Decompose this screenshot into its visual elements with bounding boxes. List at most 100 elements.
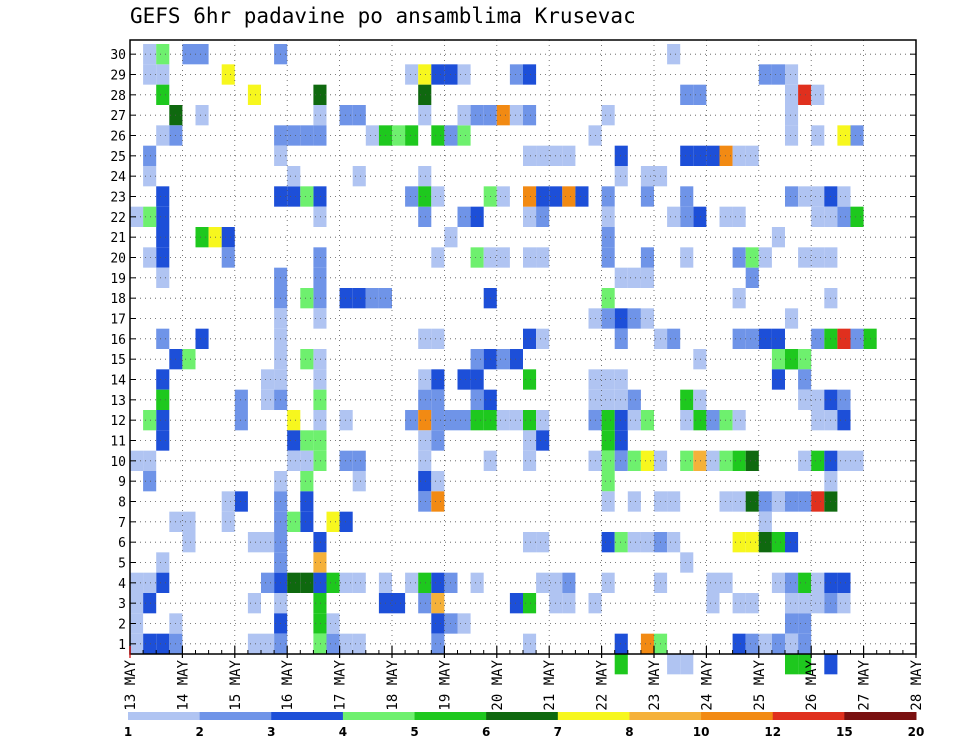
heatmap-cell xyxy=(523,410,537,431)
heatmap-cell xyxy=(509,410,523,431)
heatmap-cell xyxy=(431,572,445,593)
heatmap-cell xyxy=(523,328,537,349)
heatmap-cell xyxy=(418,389,432,410)
heatmap-cell xyxy=(470,206,484,227)
heatmap-cell xyxy=(509,349,523,370)
heatmap-cell xyxy=(811,572,825,593)
heatmap-cell xyxy=(300,450,314,471)
heatmap-cell xyxy=(221,64,235,85)
heatmap-cell xyxy=(313,206,327,227)
heatmap-cell xyxy=(745,491,759,512)
heatmap-cell xyxy=(523,369,537,390)
x-tick-label: 13 MAY xyxy=(123,659,139,710)
y-tick-label: 3 xyxy=(118,597,126,612)
heatmap-cell xyxy=(785,532,799,553)
heatmap-cell xyxy=(247,84,261,105)
heatmap-cell xyxy=(261,633,275,654)
heatmap-cell xyxy=(771,64,785,85)
heatmap-cell xyxy=(536,572,550,593)
x-tick-label: 28 MAY xyxy=(909,659,925,710)
heatmap-cell xyxy=(247,532,261,553)
heatmap-cell xyxy=(496,349,510,370)
heatmap-cell xyxy=(143,410,157,431)
heatmap-cell xyxy=(352,450,366,471)
heatmap-cell xyxy=(313,613,327,634)
heatmap-cell xyxy=(418,410,432,431)
heatmap-cell xyxy=(313,84,327,105)
heatmap-cell xyxy=(680,84,694,105)
heatmap-cell xyxy=(614,430,628,451)
y-tick-label: 5 xyxy=(118,557,126,572)
heatmap-cell xyxy=(706,410,720,431)
y-tick-label: 26 xyxy=(110,130,126,145)
heatmap-cell xyxy=(247,593,261,614)
heatmap-cell xyxy=(143,247,157,268)
heatmap-cell xyxy=(693,389,707,410)
heatmap-cell xyxy=(431,369,445,390)
heatmap-cell xyxy=(287,450,301,471)
heatmap-cell xyxy=(706,145,720,166)
heatmap-cell xyxy=(352,166,366,187)
heatmap-cell xyxy=(693,206,707,227)
heatmap-cell xyxy=(601,430,615,451)
legend-swatch xyxy=(557,712,630,720)
heatmap-cell xyxy=(837,186,851,207)
heatmap-cell xyxy=(771,369,785,390)
heatmap-cell xyxy=(143,633,157,654)
chart-title: GEFS 6hr padavine po ansamblima Krusevac xyxy=(130,4,636,28)
heatmap-cell xyxy=(601,105,615,126)
heatmap-cell xyxy=(470,349,484,370)
heatmap-cell xyxy=(496,247,510,268)
heatmap-cell xyxy=(418,491,432,512)
heatmap-cell xyxy=(614,532,628,553)
heatmap-cell xyxy=(431,125,445,146)
grid-lines xyxy=(130,40,916,654)
heatmap-cell xyxy=(352,633,366,654)
heatmap-cell xyxy=(313,430,327,451)
heatmap-cell xyxy=(771,633,785,654)
heatmap-cell xyxy=(771,328,785,349)
heatmap-cell xyxy=(156,125,170,146)
heatmap-cell xyxy=(156,64,170,85)
heatmap-cell xyxy=(811,186,825,207)
heatmap-cell xyxy=(614,267,628,288)
heatmap-cell xyxy=(300,125,314,146)
heatmap-cell xyxy=(130,206,144,227)
heatmap-cell xyxy=(771,227,785,248)
heatmap-cell xyxy=(156,247,170,268)
heatmap-cell xyxy=(837,125,851,146)
heatmap-cell xyxy=(745,247,759,268)
heatmap-cell xyxy=(156,369,170,390)
heatmap-cell xyxy=(693,145,707,166)
heatmap-cell xyxy=(496,186,510,207)
heatmap-cell xyxy=(798,389,812,410)
heatmap-cell xyxy=(785,125,799,146)
x-tick-label: 17 MAY xyxy=(333,659,349,710)
heatmap-cell xyxy=(300,491,314,512)
heatmap-cell xyxy=(601,308,615,329)
heatmap-cell xyxy=(339,572,353,593)
heatmap-cell xyxy=(221,511,235,532)
heatmap-cell xyxy=(405,410,419,431)
heatmap-cell xyxy=(732,288,746,309)
legend-swatch xyxy=(342,712,416,720)
heatmap-cell xyxy=(457,206,471,227)
heatmap-cell xyxy=(313,450,327,471)
heatmap-cell xyxy=(601,572,615,593)
heatmap-cell xyxy=(405,572,419,593)
heatmap-cell xyxy=(300,288,314,309)
heatmap-cell xyxy=(614,145,628,166)
heatmap-cell xyxy=(536,206,550,227)
x-tick-label: 18 MAY xyxy=(385,659,401,710)
heatmap-cell xyxy=(785,654,799,675)
heatmap-cell xyxy=(837,206,851,227)
heatmap-cell xyxy=(470,369,484,390)
heatmap-cell xyxy=(313,105,327,126)
heatmap-cell xyxy=(640,450,654,471)
heatmap-cell xyxy=(339,288,353,309)
heatmap-cell xyxy=(156,410,170,431)
heatmap-cell xyxy=(680,410,694,431)
heatmap-cell xyxy=(785,491,799,512)
x-tick-label: 15 MAY xyxy=(228,659,244,710)
heatmap-cell xyxy=(523,532,537,553)
